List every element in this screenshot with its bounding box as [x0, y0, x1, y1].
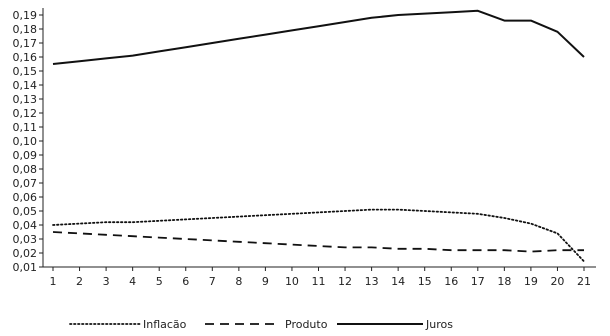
y-tick-label: 0,10 — [13, 135, 38, 148]
x-tick-label: 21 — [577, 275, 591, 288]
y-tick-label: 0,08 — [13, 163, 38, 176]
y-tick-label: 0,16 — [13, 51, 38, 64]
series-line-juros — [52, 9, 585, 65]
x-tick-label: 4 — [129, 275, 136, 288]
y-tick-label: 0,11 — [13, 121, 38, 134]
y-tick-label: 0,19 — [13, 9, 38, 22]
y-tick-label: 0,05 — [13, 205, 38, 218]
x-tick-label: 16 — [444, 275, 458, 288]
y-tick-label: 0,04 — [13, 219, 38, 232]
x-tick-label: 18 — [497, 275, 511, 288]
x-tick-label: 7 — [209, 275, 216, 288]
y-tick-label: 0,17 — [13, 37, 38, 50]
x-tick-label: 1 — [50, 275, 57, 288]
y-tick-label: 0,18 — [13, 23, 38, 36]
y-tick-label: 0,03 — [13, 233, 38, 246]
x-tick-label: 2 — [76, 275, 83, 288]
y-tick-label: 0,15 — [13, 65, 38, 78]
y-tick-label: 0,02 — [13, 247, 38, 260]
x-tick-label: 8 — [235, 275, 242, 288]
y-tick-label: 0,13 — [13, 93, 38, 106]
y-tick-label: 0,12 — [13, 107, 38, 120]
legend-label: Inflacão — [143, 318, 187, 331]
x-tick-label: 12 — [338, 275, 352, 288]
x-tick-label: 3 — [103, 275, 110, 288]
x-tick-label: 15 — [418, 275, 432, 288]
legend: Inflacão Produto Juros — [69, 318, 453, 331]
x-tick-label: 13 — [365, 275, 379, 288]
x-axis-ticks: 1 2 3 4 5 6 7 8 9 10 11 12 13 14 15 16 17 18 19 20 21 — [50, 267, 591, 288]
series-layer — [52, 9, 585, 263]
x-tick-label: 20 — [550, 275, 564, 288]
y-tick-label: 0,07 — [13, 177, 38, 190]
x-tick-label: 9 — [262, 275, 269, 288]
x-tick-label: 10 — [285, 275, 299, 288]
x-tick-label: 17 — [471, 275, 485, 288]
y-axis-ticks: 0,010,020,030,040,050,060,070,080,090,10… — [13, 9, 43, 274]
axes — [42, 8, 596, 268]
series-line-inflac-o — [52, 208, 585, 263]
x-tick-label: 5 — [156, 275, 163, 288]
x-tick-label: 19 — [524, 275, 538, 288]
series-line-produto — [52, 231, 584, 253]
y-tick-label: 0,01 — [13, 261, 38, 274]
x-tick-label: 14 — [391, 275, 405, 288]
legend-label: Produto — [285, 318, 328, 331]
x-tick-label: 6 — [182, 275, 189, 288]
y-tick-label: 0,14 — [13, 79, 38, 92]
x-tick-label: 11 — [312, 275, 326, 288]
y-tick-label: 0,09 — [13, 149, 38, 162]
y-tick-label: 0,06 — [13, 191, 38, 204]
legend-label: Juros — [425, 318, 453, 331]
